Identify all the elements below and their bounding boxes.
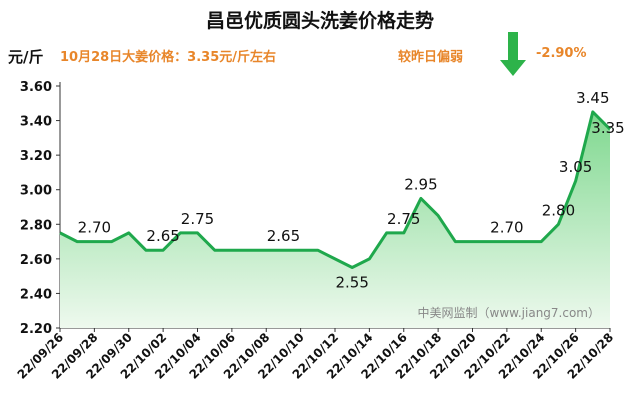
x-axis: 22/09/2622/09/2822/09/3022/10/0222/10/04…	[15, 327, 616, 382]
y-tick-label: 3.40	[20, 115, 52, 130]
data-label: 3.45	[576, 89, 609, 107]
data-label: 2.95	[404, 175, 437, 193]
data-label: 2.75	[387, 210, 420, 228]
y-tick-label: 2.20	[20, 322, 52, 337]
data-label: 2.70	[78, 219, 111, 237]
comparison-label: 较昨日偏弱	[398, 50, 464, 65]
data-label: 3.05	[559, 158, 592, 176]
y-tick-label: 2.40	[20, 287, 52, 302]
data-label: 2.65	[146, 227, 179, 245]
y-tick-label: 2.60	[20, 253, 52, 268]
data-label: 2.70	[490, 219, 523, 237]
down-arrow-icon	[500, 32, 526, 76]
price-note: 10月28日大姜价格：3.35元/斤左右	[60, 50, 277, 65]
price-line	[59, 110, 612, 269]
watermark: 中美网监制（www.jiang7.com）	[418, 305, 600, 320]
data-label: 2.55	[335, 274, 368, 292]
y-axis: 2.20 2.40 2.60 2.80 3.00 3.20 3.40 3.60	[20, 80, 61, 337]
data-labels: 2.70 2.652.752.652.552.752.952.702.803.05…	[78, 89, 625, 292]
data-label: 2.65	[267, 227, 300, 245]
y-tick-label: 2.80	[20, 218, 52, 233]
data-label: 2.80	[542, 201, 575, 219]
price-area	[60, 111, 610, 329]
chart-title: 昌邑优质圆头洗姜价格走势	[205, 10, 434, 32]
data-label: 2.75	[181, 210, 214, 228]
comparison-value: -2.90%	[536, 46, 587, 61]
y-tick-label: 3.60	[20, 80, 52, 95]
y-tick-label: 3.20	[20, 149, 52, 164]
y-unit-label: 元/斤	[8, 48, 44, 66]
data-label: 3.35	[591, 119, 624, 137]
y-tick-label: 3.00	[20, 184, 52, 199]
